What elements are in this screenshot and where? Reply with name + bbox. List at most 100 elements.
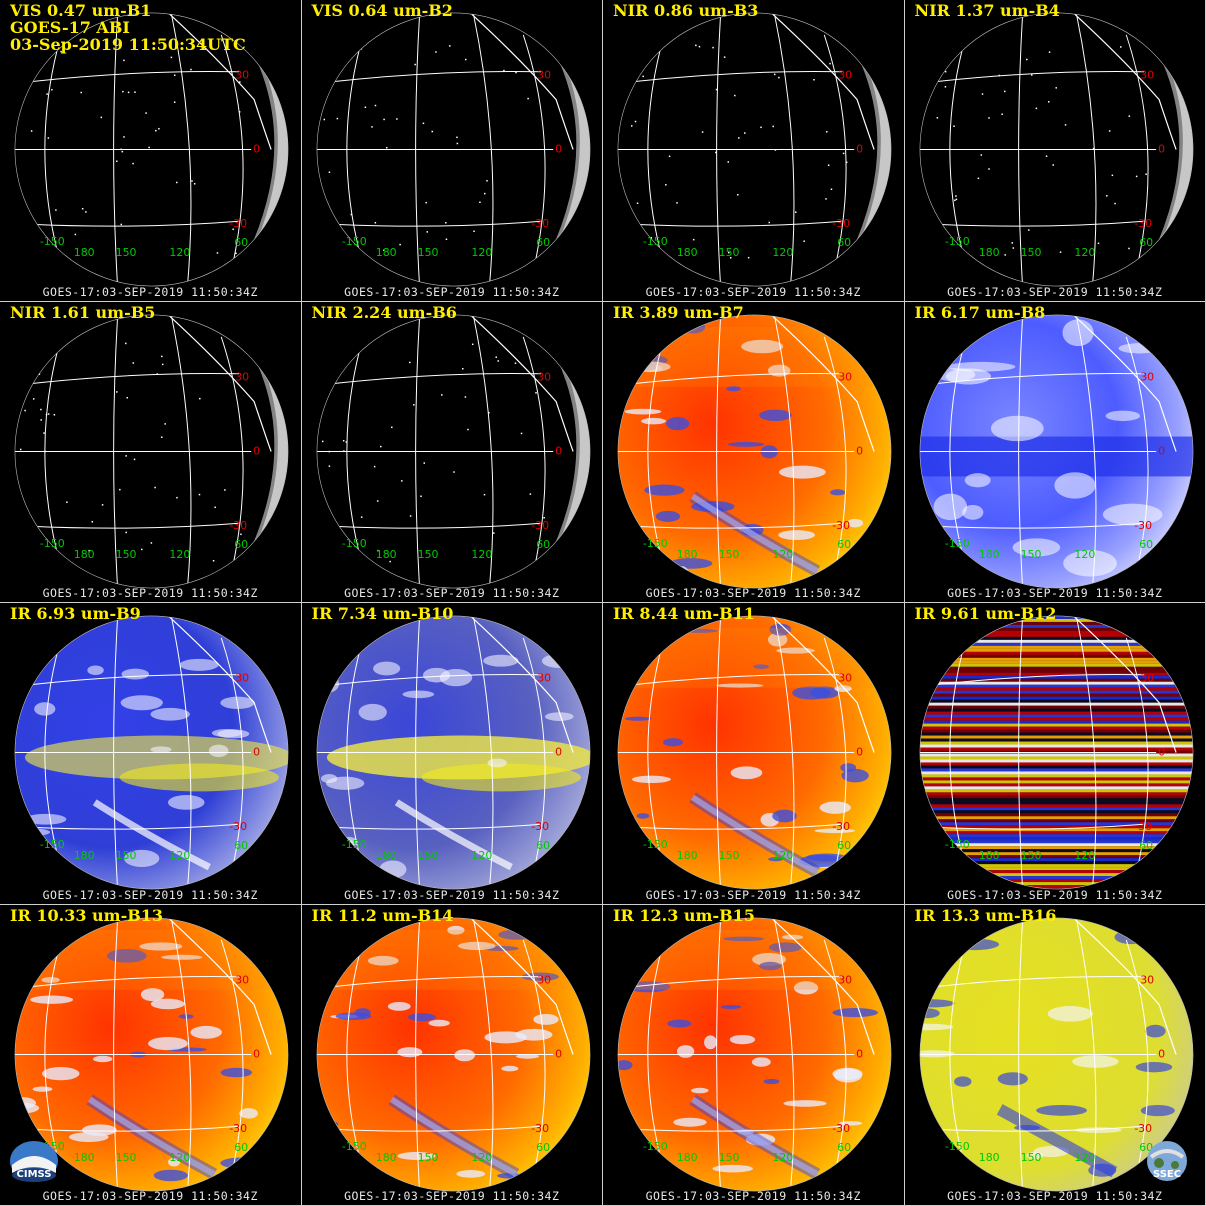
- lat-label-equator: 0: [253, 142, 260, 155]
- graticule-labels: 30 0 -30 -150 180 150 120 60: [40, 69, 260, 259]
- lon-label-m150: -150: [341, 1140, 366, 1153]
- lon-label-180: 180: [978, 849, 999, 862]
- lat-label-equator: 0: [555, 444, 562, 457]
- band-panel-8: 30 0 -30 -150 180 150 120 60 IR 6.17 um-…: [904, 301, 1206, 603]
- band-panel-9: 30 0 -30 -150 180 150 120 60 IR 6.93 um-…: [0, 603, 302, 905]
- band-panel-11: 30 0 -30 -150 180 150 120 60 IR 8.44 um-…: [603, 603, 905, 905]
- lat-label-30n: 30: [1140, 370, 1154, 383]
- graticule: [617, 12, 892, 287]
- lat-label-30s: -30: [229, 217, 247, 230]
- lon-label-m150: -150: [944, 1140, 969, 1153]
- graticule-labels: 30 0 -30 -150 180 150 120 60: [643, 672, 863, 862]
- earth-disk-image: 30 0 -30 -150 180 150 120 60: [316, 917, 590, 1191]
- band-title: IR 3.89 um-B7: [613, 302, 744, 322]
- graticule: [617, 615, 892, 890]
- band-title: NIR 0.86 um-B3: [613, 1, 759, 20]
- lon-label-60: 60: [837, 538, 851, 551]
- lat-label-30s: -30: [229, 820, 247, 833]
- earth-disk-image: 30 0 -30 -150 180 150 120 60: [14, 314, 289, 588]
- graticule-labels: 30 0 -30 -150 180 150 120 60: [341, 973, 561, 1163]
- graticule: [919, 314, 1193, 588]
- lon-label-m150: -150: [341, 235, 366, 248]
- lat-label-30n: 30: [537, 973, 551, 986]
- lat-label-30s: -30: [531, 217, 549, 230]
- timestamp-footer: GOES-17:03-SEP-2019 11:50:34Z: [42, 586, 258, 600]
- lat-label-equator: 0: [253, 1047, 260, 1060]
- lon-label-120: 120: [169, 849, 190, 862]
- lon-label-60: 60: [536, 538, 550, 551]
- graticule-labels: 30 0 -30 -150 180 150 120 60: [341, 672, 561, 862]
- lat-label-equator: 0: [1158, 142, 1165, 155]
- lon-label-120: 120: [772, 548, 793, 561]
- lat-label-equator: 0: [856, 745, 863, 758]
- lon-label-60: 60: [1139, 236, 1153, 249]
- graticule: [316, 917, 590, 1191]
- timestamp-footer: GOES-17:03-SEP-2019 11:50:34Z: [645, 887, 861, 902]
- lon-label-60: 60: [837, 839, 851, 852]
- lat-label-30s: -30: [229, 1122, 247, 1135]
- timestamp-footer: GOES-17:03-SEP-2019 11:50:34Z: [344, 586, 560, 600]
- graticule: [14, 12, 289, 287]
- graticule: [316, 12, 590, 287]
- lat-label-30n: 30: [235, 370, 249, 383]
- lon-label-60: 60: [536, 839, 550, 852]
- lon-label-m150: -150: [643, 838, 668, 851]
- timestamp-footer: GOES-17:03-SEP-2019 11:50:34Z: [947, 887, 1163, 902]
- band-title: IR 6.17 um-B8: [914, 302, 1046, 322]
- earth-disk-image: 30 0 -30 -150 180 150 120 60: [14, 12, 289, 287]
- earth-disk-image: 30 0 -30 -150 180 150 120 60: [316, 12, 590, 287]
- lon-label-m150: -150: [944, 235, 969, 248]
- lon-label-150: 150: [1020, 548, 1041, 561]
- band-title: VIS 0.64 um-B2: [311, 1, 453, 20]
- lon-label-60: 60: [536, 1141, 550, 1154]
- graticule: [316, 615, 590, 890]
- graticule-labels: 30 0 -30 -150 180 150 120 60: [944, 672, 1164, 862]
- lon-label-120: 120: [1074, 1151, 1095, 1164]
- earth-disk-image: 30 0 -30 -150 180 150 120 60: [316, 615, 590, 890]
- earth-disk-image: 30 0 -30 -150 180 150 120 60: [316, 314, 590, 588]
- lon-label-120: 120: [1074, 849, 1095, 862]
- graticule-labels: 30 0 -30 -150 180 150 120 60: [40, 973, 260, 1163]
- band-panel-5: 30 0 -30 -150 180 150 120 60 NIR 1.61 um…: [0, 301, 302, 603]
- lon-label-180: 180: [74, 548, 95, 561]
- lon-label-60: 60: [234, 1141, 248, 1154]
- earth-disk-image: 30 0 -30 -150 180 150 120 60: [617, 615, 892, 890]
- earth-disk-image: 30 0 -30 -150 180 150 120 60: [14, 917, 289, 1191]
- band-panel-16: 30 0 -30 -150 180 150 120 60 IR 13.3 um-…: [904, 904, 1206, 1206]
- lon-label-180: 180: [375, 1151, 396, 1164]
- lat-label-equator: 0: [856, 444, 863, 457]
- lat-label-30n: 30: [235, 973, 249, 986]
- lon-label-120: 120: [169, 1151, 190, 1164]
- lon-label-m150: -150: [341, 537, 366, 550]
- lat-label-30n: 30: [537, 69, 551, 82]
- earth-disk-image: 30 0 -30 -150 180 150 120 60: [919, 314, 1193, 588]
- lon-label-120: 120: [1074, 548, 1095, 561]
- band-panel-10: 30 0 -30 -150 180 150 120 60 IR 7.34 um-…: [301, 603, 603, 905]
- lat-label-30s: -30: [1134, 1122, 1152, 1135]
- lon-label-120: 120: [471, 246, 492, 259]
- graticule: [919, 615, 1193, 890]
- lon-label-m150: -150: [40, 235, 65, 248]
- cimss-logo-text: CIMSS: [16, 1169, 52, 1180]
- lon-label-m150: -150: [40, 537, 65, 550]
- lon-label-180: 180: [677, 548, 698, 561]
- lon-label-60: 60: [837, 236, 851, 249]
- lon-label-180: 180: [677, 1151, 698, 1164]
- graticule: [14, 615, 289, 890]
- timestamp-footer: GOES-17:03-SEP-2019 11:50:34Z: [947, 586, 1163, 600]
- lon-label-m150: -150: [643, 1140, 668, 1153]
- lon-label-m150: -150: [944, 537, 969, 550]
- lon-label-120: 120: [772, 849, 793, 862]
- graticule-labels: 30 0 -30 -150 180 150 120 60: [643, 973, 863, 1163]
- cimss-logo: CIMSS: [8, 1139, 60, 1183]
- lon-label-150: 150: [1020, 1151, 1041, 1164]
- band-title: IR 7.34 um-B10: [311, 604, 454, 623]
- timestamp-footer: GOES-17:03-SEP-2019 11:50:34Z: [42, 887, 258, 902]
- graticule-labels: 30 0 -30 -150 180 150 120 60: [944, 370, 1164, 560]
- graticule-labels: 30 0 -30 -150 180 150 120 60: [40, 672, 260, 862]
- band-title: NIR 1.37 um-B4: [914, 1, 1060, 20]
- lon-label-120: 120: [471, 849, 492, 862]
- lon-label-150: 150: [719, 246, 740, 259]
- lon-label-60: 60: [234, 236, 248, 249]
